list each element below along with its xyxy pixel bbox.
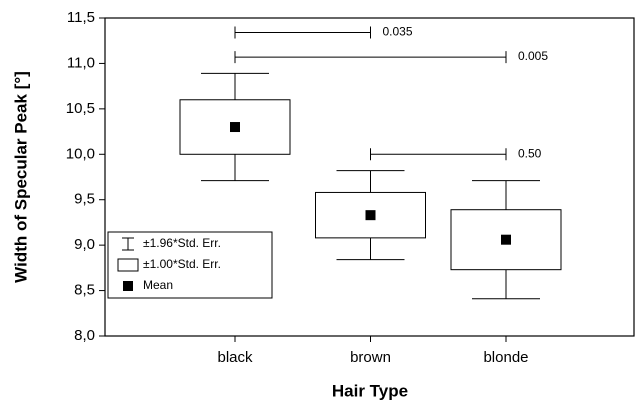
- y-tick-label: 9,5: [74, 191, 95, 208]
- legend-icon: [123, 281, 133, 291]
- mean-marker: [230, 122, 240, 133]
- p-value-label: 0.50: [518, 146, 542, 160]
- y-tick-label: 11,5: [67, 9, 95, 26]
- y-tick-label: 10,5: [66, 100, 95, 117]
- legend-icon: [117, 258, 139, 272]
- mean-marker: [365, 210, 376, 221]
- y-tick-label: 8,0: [74, 327, 95, 344]
- x-tick-label: black: [217, 349, 253, 366]
- legend-label: ±1.96*Std. Err.: [143, 236, 221, 250]
- y-tick-label: 11,0: [67, 54, 95, 71]
- p-value-label: 0.005: [518, 49, 548, 63]
- mean-marker: [501, 234, 511, 245]
- y-tick-label: 10,0: [66, 145, 95, 162]
- x-tick-label: blonde: [483, 349, 528, 366]
- x-tick-label: brown: [350, 349, 391, 366]
- x-axis-label: Hair Type: [332, 381, 408, 400]
- p-value-label: 0.035: [383, 25, 413, 39]
- y-tick-label: 8,5: [74, 282, 95, 299]
- y-tick-label: 9,0: [74, 236, 95, 253]
- legend-label: ±1.00*Std. Err.: [143, 257, 221, 271]
- plot-frame: [104, 17, 635, 337]
- legend-label: Mean: [143, 278, 173, 292]
- y-axis-label: Width of Specular Peak [°]: [11, 71, 30, 283]
